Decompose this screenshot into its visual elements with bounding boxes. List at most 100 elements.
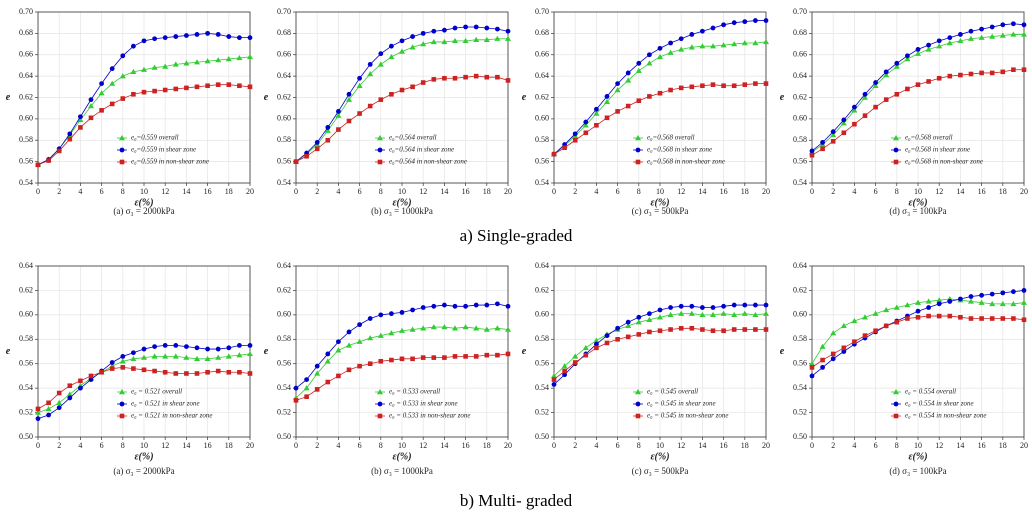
data-point: [688, 44, 695, 50]
x-tick-label: 4: [852, 441, 856, 450]
x-tick-label: 16: [204, 441, 212, 450]
data-point: [442, 27, 447, 33]
data-point: [184, 33, 189, 38]
legend-label: e₀=0.559 in non-shear zone: [131, 158, 209, 166]
data-point: [441, 324, 448, 330]
x-tick-label: 12: [677, 441, 685, 450]
data-point: [947, 313, 953, 319]
data-point: [473, 73, 479, 79]
data-point: [162, 35, 168, 41]
data-point: [753, 302, 758, 308]
data-point: [473, 24, 479, 30]
data-point: [314, 146, 320, 152]
data-point: [958, 72, 963, 78]
data-point: [700, 327, 705, 332]
y-tick-label: 0.70: [19, 7, 33, 16]
data-point: [130, 68, 137, 75]
data-point: [763, 302, 769, 308]
data-point: [710, 25, 716, 31]
legend-marker: [377, 389, 383, 395]
legend-label: e₀ = 0.533 in shear zone: [389, 400, 458, 408]
data-point: [862, 314, 868, 320]
data-point: [883, 323, 889, 329]
data-point: [236, 352, 243, 358]
data-point: [968, 71, 974, 77]
x-tick-label: 14: [440, 187, 448, 196]
y-tick-label: 0.56: [793, 359, 807, 368]
data-point: [184, 371, 189, 376]
y-tick-label: 0.58: [19, 135, 33, 144]
data-point: [463, 303, 468, 309]
chart-caption: (b) σ₃ = 1000kPa: [371, 206, 433, 216]
y-tick-label: 0.58: [19, 334, 33, 343]
data-point: [420, 325, 427, 331]
y-axis-label: e: [522, 346, 527, 357]
y-tick-label: 0.62: [535, 92, 549, 101]
data-point: [915, 82, 921, 87]
data-point: [615, 81, 620, 87]
data-point: [247, 84, 253, 90]
chart-caption: (d) σ₃ = 100kPa: [889, 466, 946, 476]
data-point: [336, 127, 341, 132]
data-point: [378, 358, 384, 364]
legend-marker: [119, 413, 125, 419]
x-tick-label: 2: [315, 441, 319, 450]
data-point: [66, 391, 73, 397]
data-point: [293, 385, 299, 391]
x-tick-label: 8: [637, 441, 641, 450]
data-point: [946, 39, 953, 46]
data-point: [314, 387, 320, 392]
data-point: [667, 311, 674, 318]
x-tick-label: 20: [1020, 441, 1028, 450]
data-point: [236, 54, 243, 61]
data-point: [120, 96, 126, 101]
data-point: [820, 357, 825, 363]
data-point: [731, 20, 737, 26]
data-point: [367, 70, 374, 77]
data-point: [936, 297, 943, 303]
data-point: [346, 367, 352, 373]
x-tick-label: 4: [594, 441, 598, 450]
data-point: [225, 56, 232, 62]
data-point: [505, 303, 511, 309]
x-tick-label: 20: [762, 441, 770, 450]
data-point: [247, 53, 253, 60]
data-point: [635, 319, 642, 325]
data-point: [699, 43, 706, 49]
x-tick-label: 2: [315, 187, 319, 196]
data-point: [872, 310, 879, 316]
data-point: [572, 360, 578, 365]
data-point: [77, 116, 84, 123]
data-point: [484, 352, 490, 358]
data-point: [625, 322, 632, 329]
data-point: [968, 35, 974, 41]
data-point: [562, 145, 567, 151]
x-axis-label: ε(%): [134, 197, 153, 208]
y-tick-label: 0.62: [277, 285, 291, 294]
data-point: [593, 337, 600, 343]
data-point: [925, 46, 932, 52]
data-point: [721, 328, 726, 334]
data-point: [367, 61, 373, 67]
data-point: [399, 38, 405, 44]
y-tick-label: 0.60: [535, 114, 549, 123]
y-tick-label: 0.66: [19, 50, 33, 59]
y-tick-label: 0.64: [793, 71, 807, 80]
legend-label: e₀ = 0.533 overall: [389, 388, 440, 396]
data-point: [293, 159, 299, 164]
data-point: [420, 30, 426, 36]
data-point: [763, 327, 769, 332]
data-point: [505, 78, 511, 83]
data-point: [431, 303, 437, 309]
x-tick-label: 12: [935, 441, 943, 450]
data-point: [388, 53, 395, 60]
legend-marker: [635, 401, 641, 407]
data-point: [505, 28, 511, 34]
data-point: [173, 86, 179, 92]
x-tick-label: 10: [914, 187, 922, 196]
data-point: [484, 25, 490, 31]
data-point: [742, 19, 748, 25]
data-point: [173, 342, 179, 348]
